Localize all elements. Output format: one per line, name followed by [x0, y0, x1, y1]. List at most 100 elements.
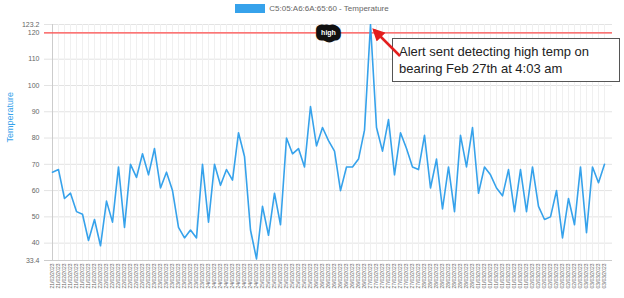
svg-text:26/02/2023: 26/02/2023	[319, 263, 326, 289]
svg-text:25/02/2023: 25/02/2023	[289, 263, 296, 289]
svg-text:23/02/2023: 23/02/2023	[199, 263, 206, 289]
svg-text:21/02/2023: 21/02/2023	[85, 263, 92, 289]
svg-text:02/03/2023: 02/03/2023	[535, 263, 542, 289]
svg-text:21/02/2023: 21/02/2023	[79, 263, 86, 289]
svg-text:01/03/2023: 01/03/2023	[499, 263, 506, 289]
svg-text:24/02/2023: 24/02/2023	[217, 263, 224, 289]
svg-text:01/03/2023: 01/03/2023	[523, 263, 530, 289]
svg-text:23/02/2023: 23/02/2023	[157, 263, 164, 289]
svg-text:21/02/2023: 21/02/2023	[55, 263, 62, 289]
svg-text:22/02/2023: 22/02/2023	[109, 263, 116, 289]
svg-text:23/02/2023: 23/02/2023	[175, 263, 182, 289]
svg-text:28/02/2023: 28/02/2023	[469, 263, 476, 289]
svg-text:28/02/2023: 28/02/2023	[445, 263, 452, 289]
svg-text:25/02/2023: 25/02/2023	[301, 263, 308, 289]
svg-text:25/02/2023: 25/02/2023	[259, 263, 266, 289]
svg-text:21/02/2023: 21/02/2023	[67, 263, 74, 289]
svg-text:26/02/2023: 26/02/2023	[325, 263, 332, 289]
svg-text:27/02/2023: 27/02/2023	[397, 263, 404, 289]
svg-text:70: 70	[32, 161, 40, 168]
svg-text:27/02/2023: 27/02/2023	[385, 263, 392, 289]
svg-text:02/03/2023: 02/03/2023	[541, 263, 548, 289]
svg-text:01/03/2023: 01/03/2023	[511, 263, 518, 289]
svg-text:27/02/2023: 27/02/2023	[391, 263, 398, 289]
svg-text:24/02/2023: 24/02/2023	[241, 263, 248, 289]
html-text:C5:05:A6:6A:65:60 - Temperatur: C5:05:A6:6A:65:60 - Temperature	[269, 3, 389, 13]
svg-text:24/02/2023: 24/02/2023	[205, 263, 212, 289]
svg-text:02/03/2023: 02/03/2023	[547, 263, 554, 289]
svg-text:02/03/2023: 02/03/2023	[529, 263, 536, 289]
svg-text:28/02/2023: 28/02/2023	[451, 263, 458, 289]
svg-text:27/02/2023: 27/02/2023	[379, 263, 386, 289]
svg-text:27/02/2023: 27/02/2023	[367, 263, 374, 289]
svg-text:50: 50	[32, 213, 40, 220]
svg-text:03/03/2023: 03/03/2023	[601, 263, 607, 288]
svg-text:21/02/2023: 21/02/2023	[49, 263, 56, 289]
svg-text:24/02/2023: 24/02/2023	[211, 263, 218, 289]
svg-text:21/02/2023: 21/02/2023	[73, 263, 80, 289]
svg-text:23/02/2023: 23/02/2023	[181, 263, 188, 289]
svg-text:24/02/2023: 24/02/2023	[253, 263, 260, 289]
svg-text:01/03/2023: 01/03/2023	[487, 263, 494, 289]
svg-text:25/02/2023: 25/02/2023	[277, 263, 284, 289]
svg-text:27/02/2023: 27/02/2023	[403, 263, 410, 289]
svg-text:21/02/2023: 21/02/2023	[91, 263, 98, 289]
svg-text:27/02/2023: 27/02/2023	[409, 263, 416, 289]
svg-text:01/03/2023: 01/03/2023	[475, 263, 482, 289]
svg-text:26/02/2023: 26/02/2023	[361, 263, 368, 289]
svg-text:23/02/2023: 23/02/2023	[187, 263, 194, 289]
svg-text:24/02/2023: 24/02/2023	[247, 263, 254, 289]
svg-text:60: 60	[32, 187, 40, 194]
svg-text:Temperature: Temperature	[5, 92, 15, 143]
svg-text:25/02/2023: 25/02/2023	[271, 263, 278, 289]
svg-text:26/02/2023: 26/02/2023	[349, 263, 356, 289]
svg-text:25/02/2023: 25/02/2023	[295, 263, 302, 289]
svg-text:01/03/2023: 01/03/2023	[481, 263, 488, 289]
svg-text:28/02/2023: 28/02/2023	[421, 263, 428, 289]
svg-text:90: 90	[32, 108, 40, 115]
svg-text:40: 40	[32, 239, 40, 246]
svg-text:110: 110	[28, 55, 39, 62]
svg-text:25/02/2023: 25/02/2023	[283, 263, 290, 289]
svg-text:28/02/2023: 28/02/2023	[433, 263, 440, 289]
svg-text:28/02/2023: 28/02/2023	[427, 263, 434, 289]
svg-text:28/02/2023: 28/02/2023	[439, 263, 446, 289]
svg-text:22/02/2023: 22/02/2023	[145, 263, 152, 289]
svg-text:26/02/2023: 26/02/2023	[343, 263, 350, 289]
svg-text:22/02/2023: 22/02/2023	[127, 263, 134, 289]
svg-text:22/02/2023: 22/02/2023	[133, 263, 140, 289]
svg-text:24/02/2023: 24/02/2023	[229, 263, 236, 289]
svg-text:28/02/2023: 28/02/2023	[457, 263, 464, 289]
svg-text:26/02/2023: 26/02/2023	[331, 263, 338, 289]
svg-text:01/03/2023: 01/03/2023	[505, 263, 512, 289]
svg-text:01/03/2023: 01/03/2023	[517, 263, 524, 289]
svg-text:33.4: 33.4	[26, 257, 40, 264]
svg-text:28/02/2023: 28/02/2023	[463, 263, 470, 289]
svg-text:24/02/2023: 24/02/2023	[235, 263, 242, 289]
svg-text:123.2: 123.2	[22, 21, 40, 28]
svg-text:22/02/2023: 22/02/2023	[139, 263, 146, 289]
svg-text:23/02/2023: 23/02/2023	[169, 263, 176, 289]
svg-text:26/02/2023: 26/02/2023	[313, 263, 320, 289]
svg-text:27/02/2023: 27/02/2023	[415, 263, 422, 289]
svg-text:22/02/2023: 22/02/2023	[97, 263, 104, 289]
svg-text:22/02/2023: 22/02/2023	[115, 263, 122, 289]
svg-text:01/03/2023: 01/03/2023	[493, 263, 500, 289]
svg-text:26/02/2023: 26/02/2023	[337, 263, 344, 289]
svg-text:24/02/2023: 24/02/2023	[223, 263, 230, 289]
html-text:Alert sent detecting high temp: Alert sent detecting high temp on bearin…	[399, 44, 590, 76]
svg-text:120: 120	[28, 29, 40, 36]
svg-text:26/02/2023: 26/02/2023	[355, 263, 362, 289]
svg-text:22/02/2023: 22/02/2023	[121, 263, 128, 289]
svg-text:23/02/2023: 23/02/2023	[163, 263, 170, 289]
svg-text:100: 100	[28, 82, 40, 89]
svg-text:23/02/2023: 23/02/2023	[193, 263, 200, 289]
svg-text:high: high	[321, 29, 336, 37]
svg-text:80: 80	[32, 134, 40, 141]
svg-text:25/02/2023: 25/02/2023	[265, 263, 272, 289]
svg-text:22/02/2023: 22/02/2023	[103, 263, 110, 289]
svg-text:21/02/2023: 21/02/2023	[61, 263, 68, 289]
svg-text:23/02/2023: 23/02/2023	[151, 263, 158, 289]
svg-text:27/02/2023: 27/02/2023	[373, 263, 380, 289]
svg-text:25/02/2023: 25/02/2023	[307, 263, 314, 289]
